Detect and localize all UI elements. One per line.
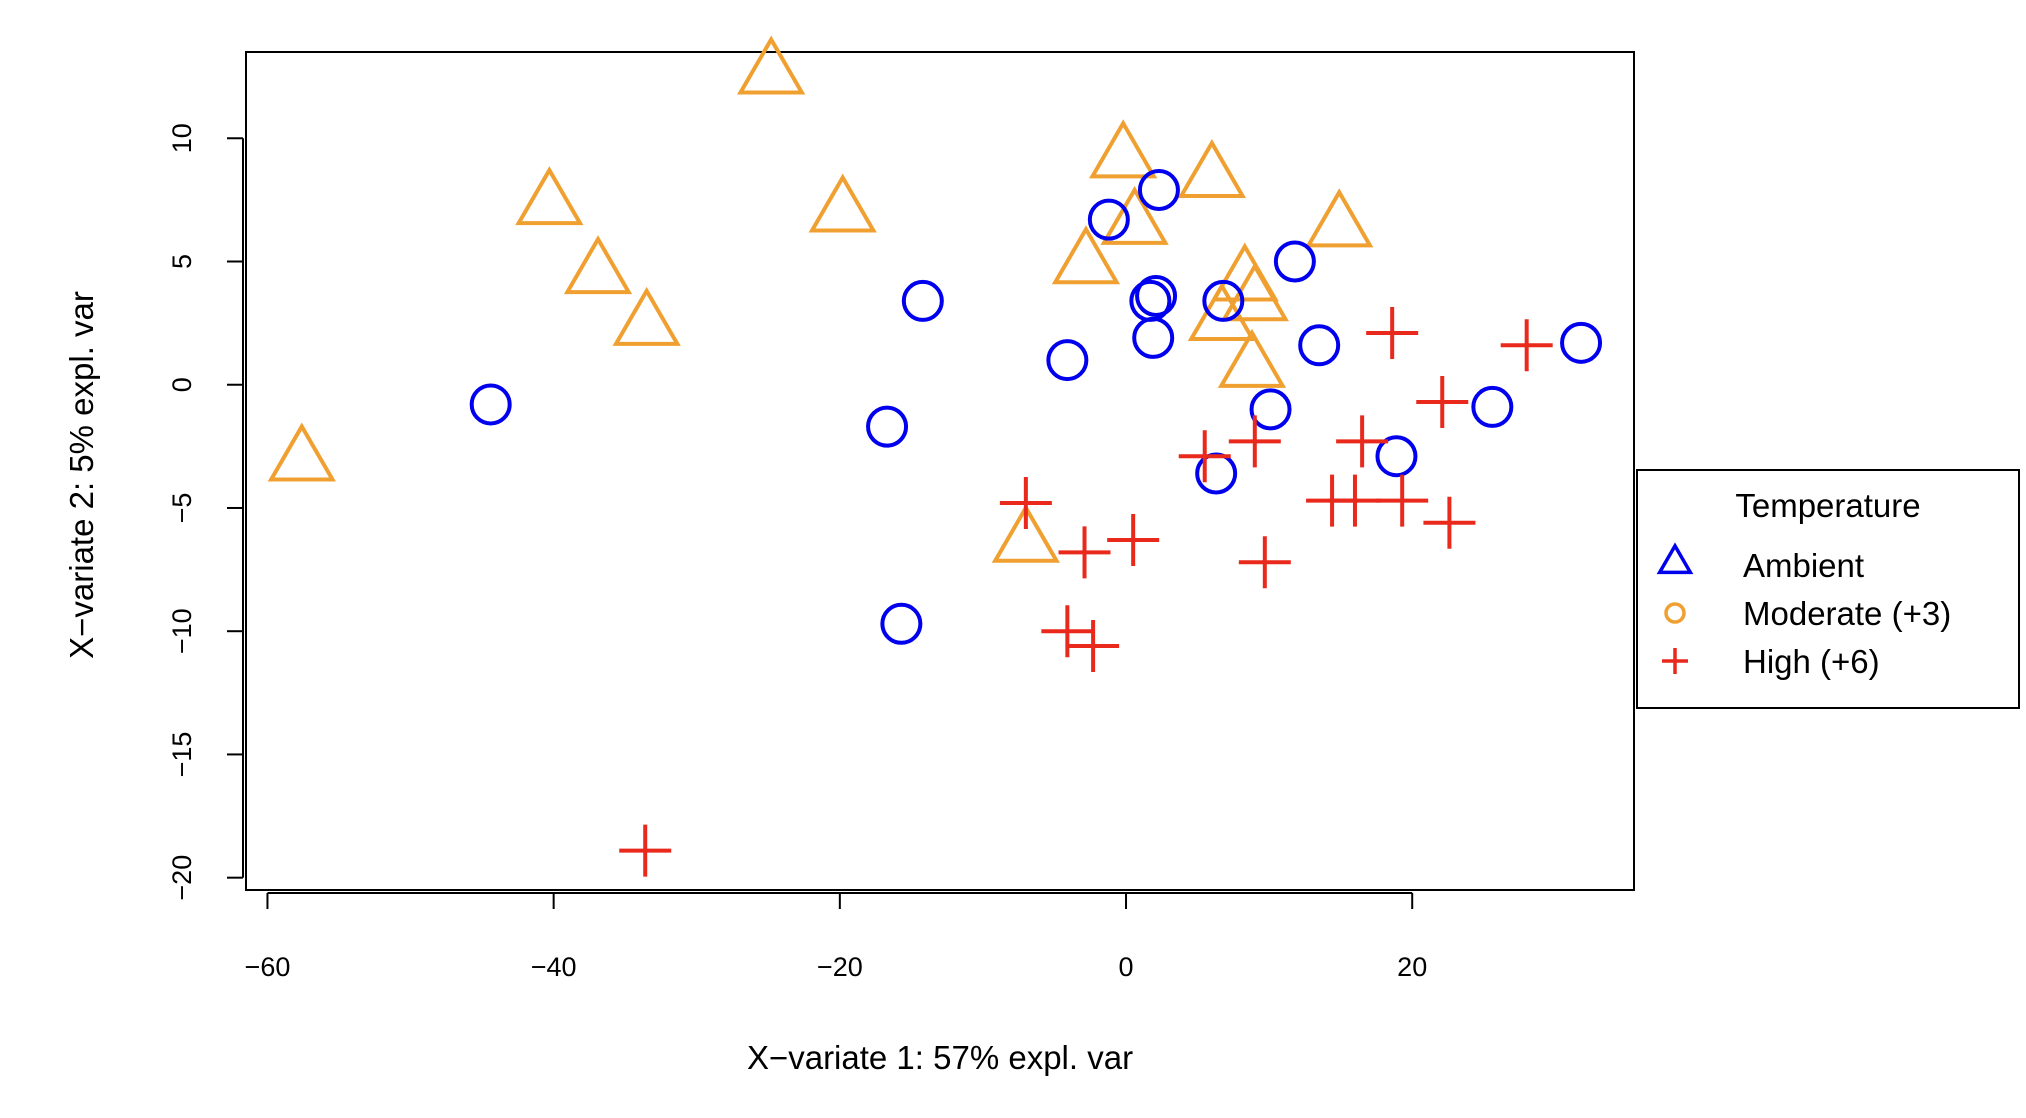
data-point — [1178, 430, 1231, 483]
data-point — [1500, 319, 1553, 372]
legend-marker-plus — [1662, 648, 1688, 674]
data-point — [1217, 328, 1287, 388]
data-point — [1416, 375, 1469, 428]
legend-marker-circle — [1664, 602, 1686, 624]
x-axis: −60 −40 −20 0 20 — [245, 892, 1427, 982]
data-point — [880, 602, 923, 645]
data-point — [1089, 119, 1158, 179]
data-point — [1298, 324, 1341, 367]
legend-title: Temperature — [1735, 487, 1920, 524]
data-point — [267, 422, 336, 482]
data-point — [1273, 240, 1316, 283]
data-point — [1249, 388, 1292, 431]
data-point — [1376, 474, 1429, 527]
data-point — [1375, 435, 1418, 478]
data-point — [469, 383, 512, 426]
x-tick-label: −40 — [531, 952, 577, 982]
data-point — [1328, 474, 1381, 527]
x-tick-label: −60 — [245, 952, 291, 982]
legend-marker-triangle — [1656, 542, 1694, 575]
data-point — [1305, 188, 1374, 248]
legend-box — [1636, 469, 2020, 709]
data-points — [267, 35, 1603, 877]
legend: Temperature Ambient Moderate (+3) High (+6… — [1636, 469, 2020, 709]
data-point — [1202, 279, 1245, 322]
legend-label: High (+6) — [1743, 643, 1880, 680]
data-point — [1187, 281, 1257, 341]
legend-entries: Ambient Moderate (+3) High (+6) — [1656, 542, 1951, 680]
data-point — [1177, 139, 1247, 199]
data-point — [999, 477, 1052, 530]
data-point — [619, 824, 672, 877]
y-tick-label: −5 — [167, 493, 197, 524]
legend-label: Ambient — [1743, 547, 1864, 584]
data-point — [1366, 306, 1419, 359]
data-point — [563, 235, 633, 295]
data-point — [1471, 385, 1514, 428]
data-point — [1336, 415, 1389, 468]
data-point — [612, 286, 681, 346]
data-point — [1228, 415, 1281, 468]
data-point — [1041, 605, 1094, 658]
data-point — [1137, 169, 1180, 212]
y-tick-label: 0 — [167, 377, 197, 392]
y-tick-label: 5 — [167, 254, 197, 269]
plot-frame — [245, 51, 1635, 891]
x-tick-label: 20 — [1397, 952, 1427, 982]
data-point — [1046, 339, 1089, 382]
legend-item: Moderate (+3) — [1664, 595, 1951, 632]
legend-item: Ambient — [1656, 542, 1864, 584]
data-point — [1100, 185, 1169, 245]
data-point — [901, 279, 944, 322]
legend-label: Moderate (+3) — [1743, 595, 1951, 632]
x-tick-label: 0 — [1119, 952, 1134, 982]
data-point — [1051, 225, 1121, 285]
data-point — [1220, 262, 1289, 322]
data-point — [1238, 536, 1291, 589]
data-point — [515, 166, 584, 226]
y-axis-title: X−variate 2: 5% expl. var — [63, 291, 100, 659]
data-point — [1067, 619, 1120, 672]
data-point — [1107, 514, 1160, 567]
y-tick-label: −15 — [167, 732, 197, 778]
y-tick-label: 10 — [167, 123, 197, 153]
series-circle — [469, 169, 1603, 645]
data-point — [737, 35, 806, 95]
data-point — [1135, 275, 1178, 318]
data-point — [808, 173, 877, 233]
data-point — [866, 405, 909, 448]
series-plus — [619, 306, 1553, 877]
data-point — [1132, 316, 1175, 359]
data-point — [1087, 198, 1130, 241]
data-point — [1423, 496, 1476, 549]
y-tick-label: −10 — [167, 608, 197, 654]
y-axis: −20 −15 −10 −5 0 5 10 — [167, 123, 244, 901]
data-point — [1058, 526, 1111, 579]
x-tick-label: −20 — [817, 952, 863, 982]
data-point — [1560, 321, 1603, 364]
y-tick-label: −20 — [167, 855, 197, 901]
x-axis-title: X−variate 1: 57% expl. var — [747, 1039, 1133, 1076]
data-point — [991, 503, 1061, 563]
legend-item: High (+6) — [1662, 643, 1880, 680]
